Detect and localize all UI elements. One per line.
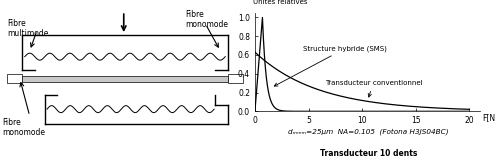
Text: F[N]: F[N] [483,113,495,122]
Text: Fibre
monomode: Fibre monomode [186,10,229,29]
Text: Fibre
multimode: Fibre multimode [7,19,49,38]
Bar [22,76,228,82]
Text: Fibre
monomode: Fibre monomode [2,118,46,137]
Bar [7,74,22,83]
Bar [228,74,243,83]
Text: Transducteur 10 dents: Transducteur 10 dents [320,149,417,159]
Text: Unités relatives: Unités relatives [252,0,307,5]
Text: Structure hybride (SMS): Structure hybride (SMS) [274,45,387,86]
Text: dₘₘₘ=25μm  NA=0.105  (Fotona H3JS04BC): dₘₘₘ=25μm NA=0.105 (Fotona H3JS04BC) [289,129,449,135]
Text: Transducteur conventionnel: Transducteur conventionnel [325,80,422,97]
